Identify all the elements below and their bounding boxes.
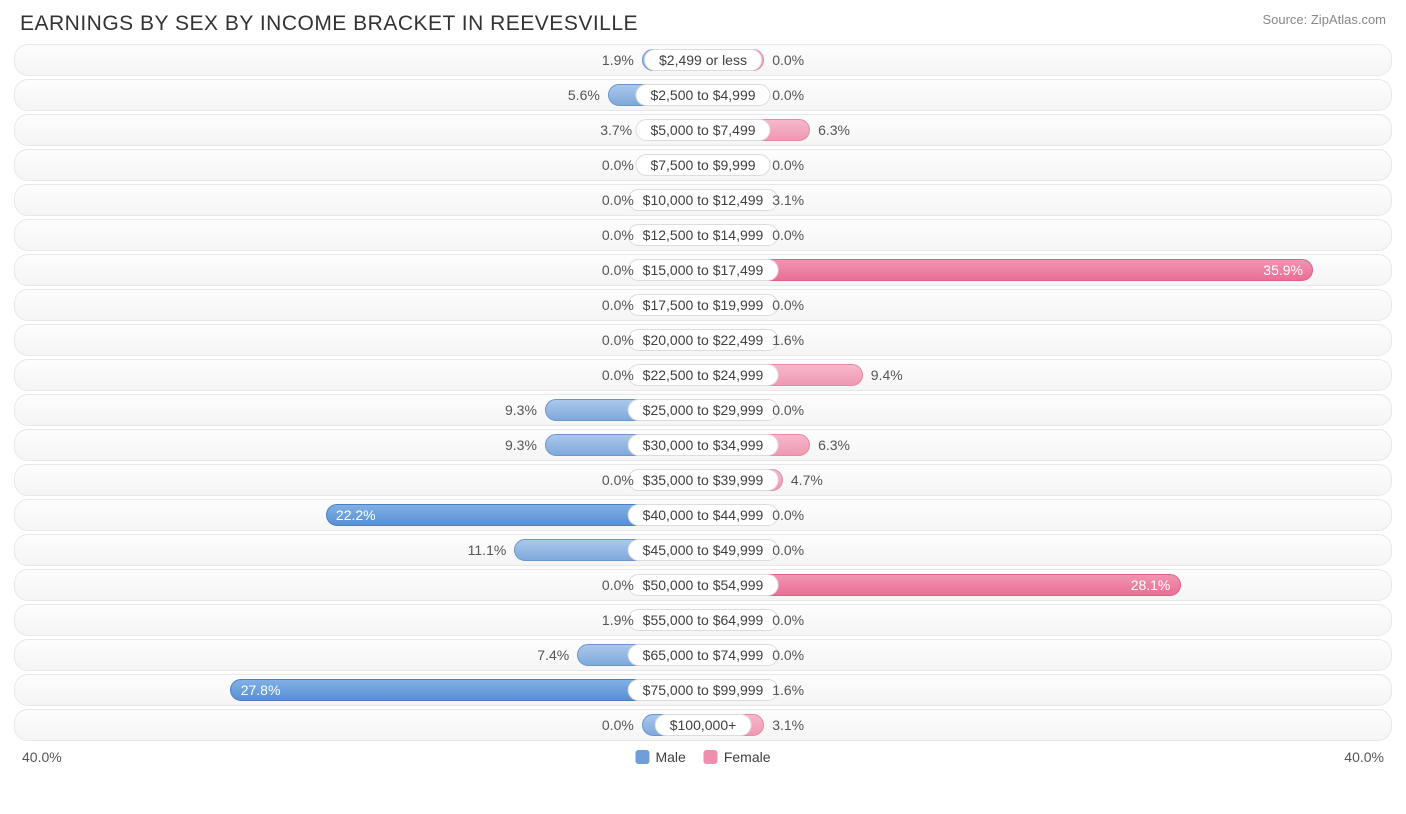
- male-value: 0.0%: [602, 332, 634, 348]
- female-value: 0.0%: [772, 297, 804, 313]
- male-value: 1.9%: [602, 52, 634, 68]
- bracket-label: $35,000 to $39,999: [628, 469, 779, 491]
- bracket-label: $20,000 to $22,499: [628, 329, 779, 351]
- chart-row: 0.0% 4.7% $35,000 to $39,999: [14, 464, 1392, 496]
- female-value: 0.0%: [772, 227, 804, 243]
- male-value: 5.6%: [568, 87, 600, 103]
- female-value: 0.0%: [772, 157, 804, 173]
- bracket-label: $7,500 to $9,999: [635, 154, 770, 176]
- female-value: 0.0%: [772, 647, 804, 663]
- legend: Male Female: [635, 749, 770, 765]
- bracket-label: $45,000 to $49,999: [628, 539, 779, 561]
- bracket-label: $17,500 to $19,999: [628, 294, 779, 316]
- bracket-label: $100,000+: [655, 714, 752, 736]
- chart-row: 0.0% 9.4% $22,500 to $24,999: [14, 359, 1392, 391]
- male-value: 0.0%: [602, 192, 634, 208]
- bracket-label: $75,000 to $99,999: [628, 679, 779, 701]
- bracket-label: $15,000 to $17,499: [628, 259, 779, 281]
- female-value: 35.9%: [1263, 262, 1303, 278]
- legend-item: Female: [704, 749, 771, 765]
- chart-row: 0.0% 3.1% $100,000+: [14, 709, 1392, 741]
- bracket-label: $25,000 to $29,999: [628, 399, 779, 421]
- chart-row: 0.0% 3.1%$10,000 to $12,499: [14, 184, 1392, 216]
- female-value: 0.0%: [772, 402, 804, 418]
- bracket-label: $5,000 to $7,499: [635, 119, 770, 141]
- chart-row: 22.2% 0.0%$40,000 to $44,999: [14, 499, 1392, 531]
- bracket-label: $65,000 to $74,999: [628, 644, 779, 666]
- male-value: 0.0%: [602, 157, 634, 173]
- male-value: 0.0%: [602, 577, 634, 593]
- bracket-label: $10,000 to $12,499: [628, 189, 779, 211]
- chart-row: 1.9% 0.0% $2,499 or less: [14, 44, 1392, 76]
- chart-title: EARNINGS BY SEX BY INCOME BRACKET IN REE…: [20, 12, 638, 36]
- male-value: 0.0%: [602, 472, 634, 488]
- female-value: 0.0%: [772, 87, 804, 103]
- male-value: 0.0%: [602, 717, 634, 733]
- female-value: 9.4%: [871, 367, 903, 383]
- male-value: 22.2%: [336, 507, 376, 523]
- chart-row: 7.4% 0.0%$65,000 to $74,999: [14, 639, 1392, 671]
- male-value: 1.9%: [602, 612, 634, 628]
- bracket-label: $50,000 to $54,999: [628, 574, 779, 596]
- chart-row: 5.6% 0.0%$2,500 to $4,999: [14, 79, 1392, 111]
- chart-row: 9.3% 0.0%$25,000 to $29,999: [14, 394, 1392, 426]
- female-value: 0.0%: [772, 612, 804, 628]
- male-value: 7.4%: [537, 647, 569, 663]
- female-value: 28.1%: [1131, 577, 1171, 593]
- bracket-label: $40,000 to $44,999: [628, 504, 779, 526]
- chart-row: 1.9% 0.0%$55,000 to $64,999: [14, 604, 1392, 636]
- female-value: 0.0%: [772, 52, 804, 68]
- header: EARNINGS BY SEX BY INCOME BRACKET IN REE…: [0, 0, 1406, 44]
- female-bar: [703, 259, 1313, 281]
- chart-row: 0.0% 1.6%$20,000 to $22,499: [14, 324, 1392, 356]
- female-value: 1.6%: [772, 682, 804, 698]
- chart-row: 0.0% 0.0%$12,500 to $14,999: [14, 219, 1392, 251]
- chart-row: 0.0% 28.1% $50,000 to $54,999: [14, 569, 1392, 601]
- chart-row: 11.1% 0.0%$45,000 to $49,999: [14, 534, 1392, 566]
- bracket-label: $22,500 to $24,999: [628, 364, 779, 386]
- male-value: 0.0%: [602, 262, 634, 278]
- source-label: Source: ZipAtlas.com: [1262, 12, 1386, 27]
- chart-row: 0.0% 0.0%$17,500 to $19,999: [14, 289, 1392, 321]
- female-value: 0.0%: [772, 507, 804, 523]
- chart-area: 1.9%0.0%$2,499 or less5.6%0.0%$2,500 to …: [0, 44, 1406, 741]
- male-value: 0.0%: [602, 227, 634, 243]
- male-value: 27.8%: [241, 682, 281, 698]
- legend-item: Male: [635, 749, 685, 765]
- female-value: 6.3%: [818, 437, 850, 453]
- chart-footer: 40.0% Male Female 40.0%: [22, 745, 1384, 775]
- chart-row: 3.7% 6.3% $5,000 to $7,499: [14, 114, 1392, 146]
- bracket-label: $2,499 or less: [644, 49, 762, 71]
- bracket-label: $55,000 to $64,999: [628, 609, 779, 631]
- chart-row: 9.3% 6.3% $30,000 to $34,999: [14, 429, 1392, 461]
- legend-label: Male: [655, 749, 685, 765]
- male-value: 0.0%: [602, 367, 634, 383]
- female-value: 0.0%: [772, 542, 804, 558]
- female-value: 3.1%: [772, 192, 804, 208]
- axis-max-left: 40.0%: [22, 749, 62, 765]
- male-value: 0.0%: [602, 297, 634, 313]
- chart-row: 0.0% 35.9% $15,000 to $17,499: [14, 254, 1392, 286]
- male-value: 9.3%: [505, 402, 537, 418]
- male-value: 11.1%: [468, 542, 507, 558]
- legend-swatch: [635, 750, 649, 764]
- male-value: 3.7%: [600, 122, 632, 138]
- chart-row: 27.8% 1.6%$75,000 to $99,999: [14, 674, 1392, 706]
- bracket-label: $12,500 to $14,999: [628, 224, 779, 246]
- female-value: 6.3%: [818, 122, 850, 138]
- bracket-label: $30,000 to $34,999: [628, 434, 779, 456]
- legend-swatch: [704, 750, 718, 764]
- axis-max-right: 40.0%: [1344, 749, 1384, 765]
- female-value: 3.1%: [772, 717, 804, 733]
- female-value: 1.6%: [772, 332, 804, 348]
- legend-label: Female: [724, 749, 771, 765]
- chart-row: 0.0% 0.0%$7,500 to $9,999: [14, 149, 1392, 181]
- male-value: 9.3%: [505, 437, 537, 453]
- female-value: 4.7%: [791, 472, 823, 488]
- bracket-label: $2,500 to $4,999: [635, 84, 770, 106]
